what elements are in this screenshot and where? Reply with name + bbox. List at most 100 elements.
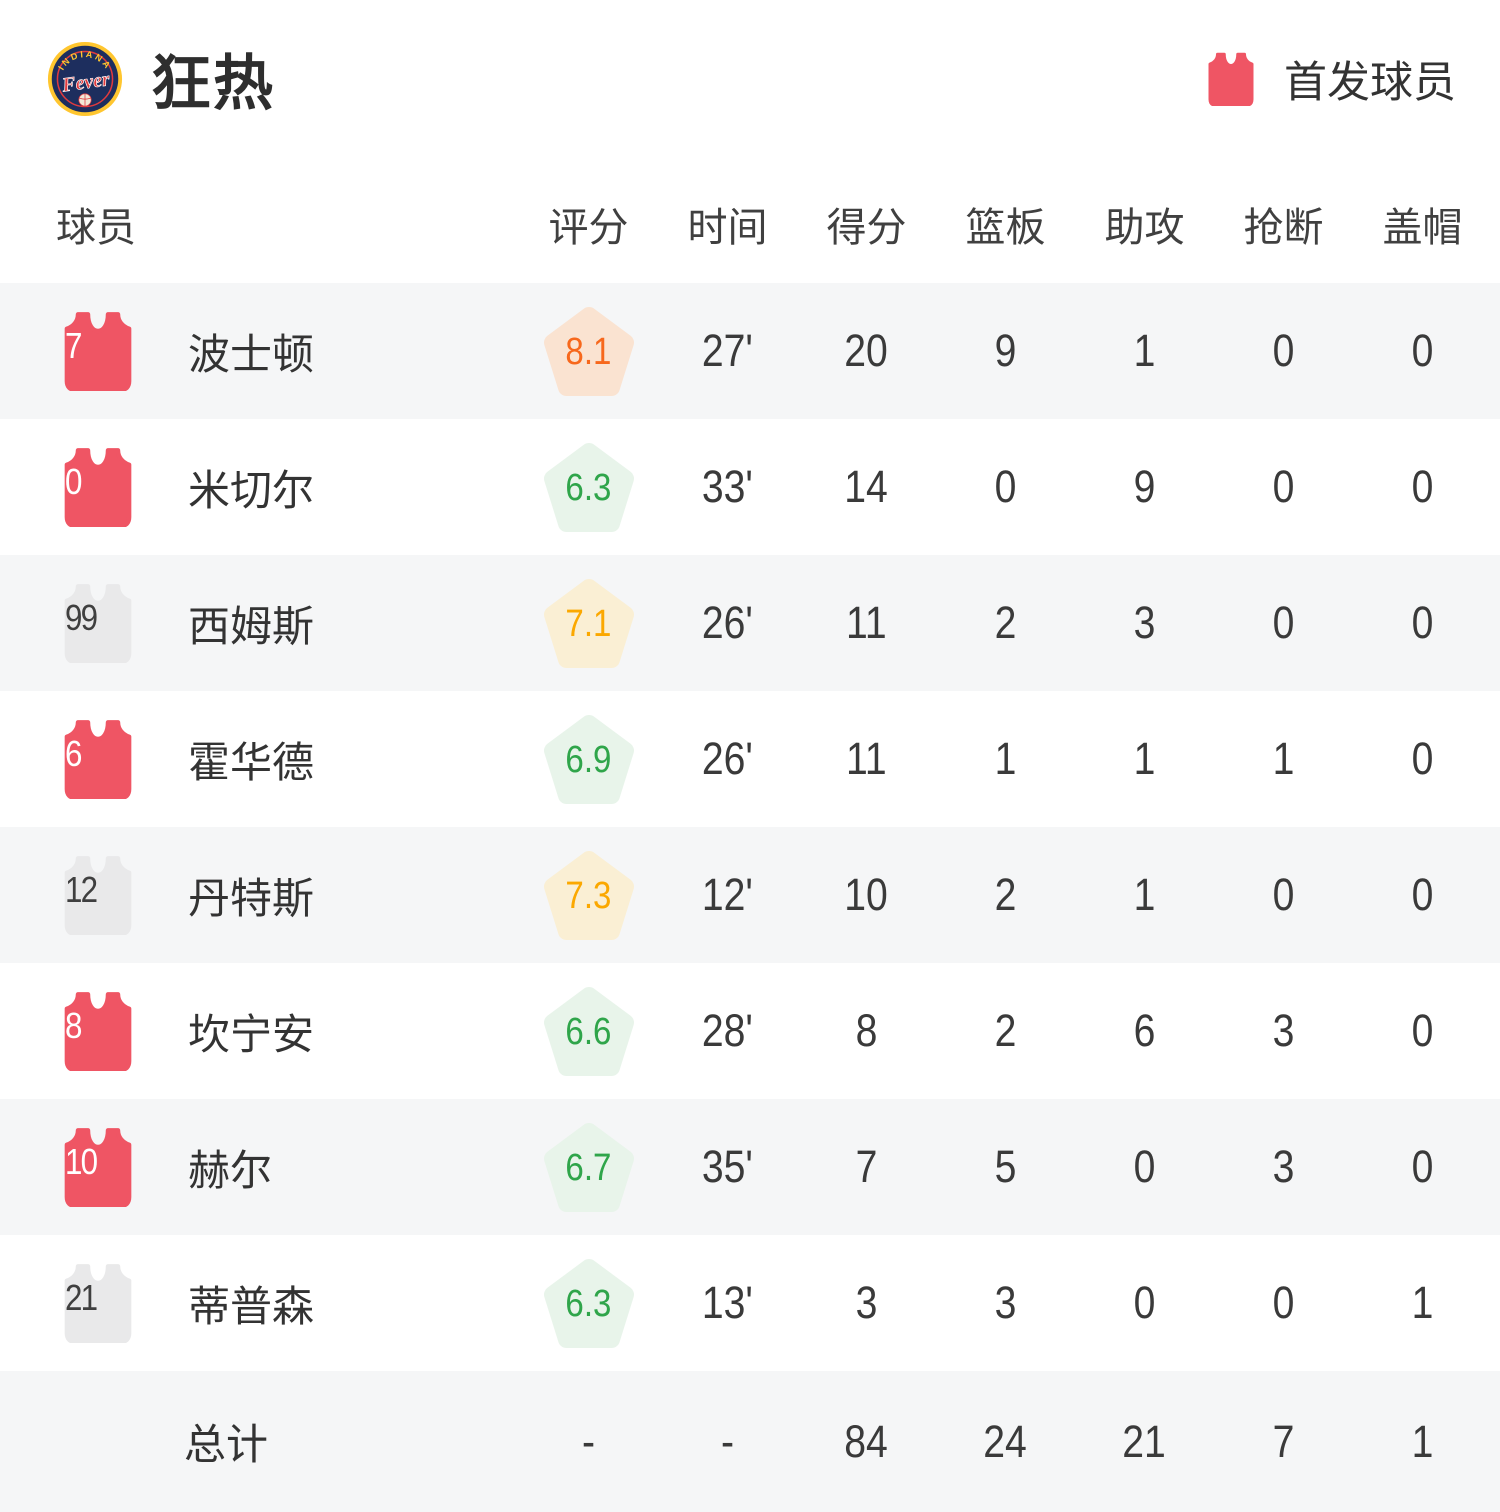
player-name: 蒂普森 bbox=[188, 1282, 315, 1330]
jersey-icon: 0 bbox=[60, 447, 136, 527]
stat-steals: 0 bbox=[1272, 325, 1295, 376]
stat-points: 7 bbox=[855, 1141, 878, 1192]
stat-time: 35' bbox=[701, 1141, 754, 1192]
player-cell: 6 霍华德 bbox=[0, 719, 519, 799]
stat-rebounds: 0 bbox=[994, 461, 1017, 512]
stat-blocks: 0 bbox=[1411, 1141, 1434, 1192]
player-cell: 12 丹特斯 bbox=[0, 855, 519, 935]
jersey-number: 21 bbox=[64, 1277, 98, 1318]
total-time: - bbox=[720, 1415, 735, 1467]
jersey-number: 12 bbox=[64, 869, 98, 910]
column-header-7: 盖帽 bbox=[1382, 206, 1463, 250]
player-row[interactable]: 6 霍华德 6.9 26' 11 1 1 1 0 bbox=[0, 691, 1500, 827]
stat-steals: 1 bbox=[1272, 733, 1295, 784]
stat-steals: 0 bbox=[1272, 597, 1295, 648]
rating-value: 6.6 bbox=[565, 1010, 612, 1053]
player-row[interactable]: 21 蒂普森 6.3 13' 3 3 0 0 1 bbox=[0, 1235, 1500, 1371]
stat-points: 20 bbox=[844, 325, 889, 376]
stat-blocks: 0 bbox=[1411, 325, 1434, 376]
stat-points: 8 bbox=[855, 1005, 878, 1056]
jersey-icon: 21 bbox=[60, 1263, 136, 1343]
column-header-4: 篮板 bbox=[965, 206, 1046, 250]
rating-cell: 6.6 bbox=[519, 986, 658, 1076]
player-row[interactable]: 8 坎宁安 6.6 28' 8 2 6 3 0 bbox=[0, 963, 1500, 1099]
rating-value: 6.9 bbox=[565, 738, 612, 781]
jersey-number: 8 bbox=[64, 1005, 82, 1046]
rating-cell: 8.1 bbox=[519, 306, 658, 396]
jersey-icon: 7 bbox=[60, 311, 136, 391]
player-name: 波士顿 bbox=[188, 330, 315, 378]
starter-jersey-icon bbox=[1206, 52, 1256, 106]
column-header-2: 时间 bbox=[687, 206, 768, 250]
column-header-3: 得分 bbox=[826, 206, 907, 250]
stat-assists: 1 bbox=[1133, 869, 1156, 920]
player-cell: 8 坎宁安 bbox=[0, 991, 519, 1071]
stat-blocks: 0 bbox=[1411, 869, 1434, 920]
team-name: 狂热 bbox=[151, 50, 275, 117]
stat-assists: 0 bbox=[1133, 1141, 1156, 1192]
player-row[interactable]: 10 赫尔 6.7 35' 7 5 0 3 0 bbox=[0, 1099, 1500, 1235]
stat-time: 12' bbox=[701, 869, 754, 920]
stat-assists: 1 bbox=[1133, 325, 1156, 376]
stat-time: 13' bbox=[701, 1277, 754, 1328]
rating-pentagon-icon: 7.1 bbox=[542, 578, 636, 668]
player-row[interactable]: 7 波士顿 8.1 27' 20 9 1 0 0 bbox=[0, 283, 1500, 419]
player-row[interactable]: 0 米切尔 6.3 33' 14 0 9 0 0 bbox=[0, 419, 1500, 555]
total-blocks: 1 bbox=[1411, 1415, 1434, 1467]
player-name: 坎宁安 bbox=[188, 1010, 315, 1058]
column-header-0: 球员 bbox=[56, 206, 136, 250]
jersey-icon: 8 bbox=[60, 991, 136, 1071]
player-cell: 0 米切尔 bbox=[0, 447, 519, 527]
stat-points: 11 bbox=[846, 597, 887, 648]
rating-pentagon-icon: 8.1 bbox=[542, 306, 636, 396]
stat-blocks: 0 bbox=[1411, 733, 1434, 784]
stat-blocks: 0 bbox=[1411, 1005, 1434, 1056]
rating-pentagon-icon: 6.6 bbox=[542, 986, 636, 1076]
rating-value: 7.1 bbox=[565, 602, 612, 645]
stat-blocks: 0 bbox=[1411, 597, 1434, 648]
rating-cell: 6.9 bbox=[519, 714, 658, 804]
stat-assists: 9 bbox=[1133, 461, 1156, 512]
stat-points: 3 bbox=[855, 1277, 878, 1328]
jersey-icon: 10 bbox=[60, 1127, 136, 1207]
rating-pentagon-icon: 6.3 bbox=[542, 442, 636, 532]
stat-assists: 6 bbox=[1133, 1005, 1156, 1056]
player-name: 西姆斯 bbox=[188, 602, 315, 650]
table-body: 7 波士顿 8.1 27' 20 9 1 0 0 0 米切尔 bbox=[0, 283, 1500, 1371]
total-steals: 7 bbox=[1272, 1415, 1295, 1467]
total-assists: 21 bbox=[1122, 1415, 1167, 1467]
stat-assists: 3 bbox=[1133, 597, 1156, 648]
stat-steals: 0 bbox=[1272, 869, 1295, 920]
total-row: 总计 - - 84 24 21 7 1 bbox=[0, 1371, 1500, 1512]
starters-legend-label: 首发球员 bbox=[1284, 58, 1456, 107]
rating-value: 8.1 bbox=[565, 330, 612, 373]
stats-table: 球员 评分 时间 得分 篮板 助攻 抢断 盖帽 7 波士顿 8.1 27' 20 9 1 0 … bbox=[0, 120, 1500, 1512]
column-header-5: 助攻 bbox=[1104, 206, 1185, 250]
player-name: 赫尔 bbox=[188, 1146, 273, 1194]
total-rating: - bbox=[581, 1415, 596, 1467]
jersey-number: 7 bbox=[64, 325, 82, 366]
rating-pentagon-icon: 6.7 bbox=[542, 1122, 636, 1212]
jersey-icon: 99 bbox=[60, 583, 136, 663]
player-cell: 10 赫尔 bbox=[0, 1127, 519, 1207]
jersey-icon: 12 bbox=[60, 855, 136, 935]
rating-value: 7.3 bbox=[565, 874, 612, 917]
starters-legend: 首发球员 bbox=[1206, 48, 1456, 110]
rating-cell: 6.3 bbox=[519, 442, 658, 532]
player-cell: 7 波士顿 bbox=[0, 311, 519, 391]
stat-time: 28' bbox=[701, 1005, 754, 1056]
jersey-number: 99 bbox=[64, 597, 98, 638]
player-cell: 99 西姆斯 bbox=[0, 583, 519, 663]
stat-points: 10 bbox=[844, 869, 889, 920]
rating-value: 6.7 bbox=[565, 1146, 612, 1189]
player-name: 丹特斯 bbox=[188, 874, 315, 922]
stat-steals: 3 bbox=[1272, 1141, 1295, 1192]
player-row[interactable]: 99 西姆斯 7.1 26' 11 2 3 0 0 bbox=[0, 555, 1500, 691]
stat-rebounds: 1 bbox=[994, 733, 1017, 784]
rating-value: 6.3 bbox=[565, 1282, 612, 1325]
stat-assists: 1 bbox=[1133, 733, 1156, 784]
player-name: 米切尔 bbox=[188, 466, 315, 514]
stat-rebounds: 9 bbox=[994, 325, 1017, 376]
player-row[interactable]: 12 丹特斯 7.3 12' 10 2 1 0 0 bbox=[0, 827, 1500, 963]
rating-pentagon-icon: 6.3 bbox=[542, 1258, 636, 1348]
